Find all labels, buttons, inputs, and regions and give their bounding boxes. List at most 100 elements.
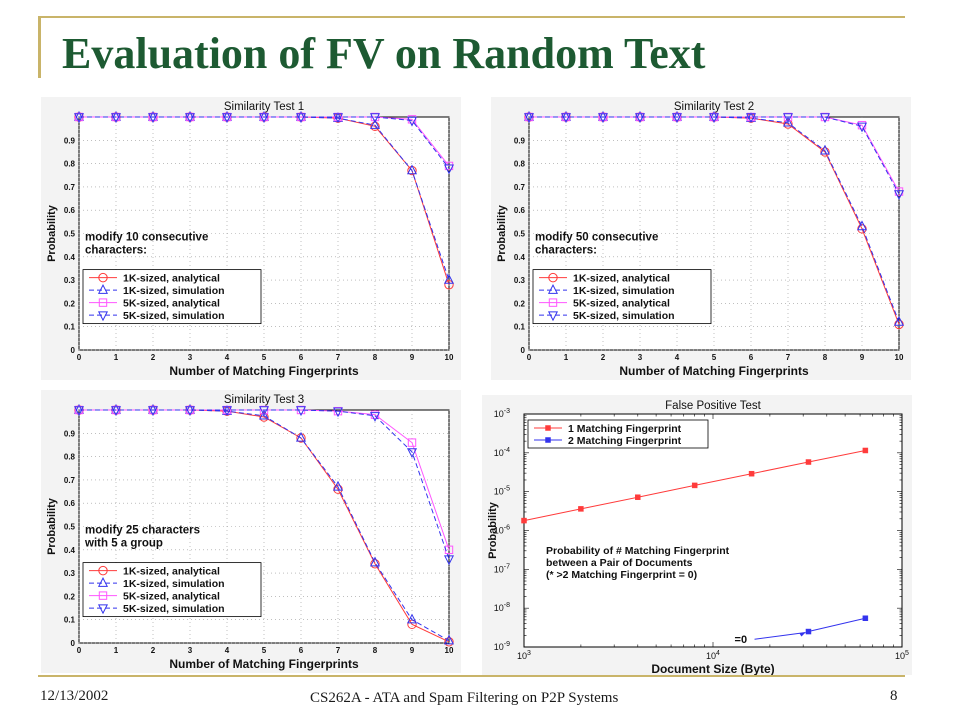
data-point (523, 113, 535, 124)
y-tick-label: 0 (521, 346, 526, 355)
data-point (708, 110, 720, 121)
legend-box (532, 269, 712, 325)
legend-marker (98, 565, 108, 576)
data-point (708, 113, 720, 124)
y-tick-label: 0 (71, 639, 76, 648)
y-axis-label: Probability (496, 204, 508, 262)
data-point (597, 113, 609, 124)
data-point (893, 315, 905, 326)
x-tick-label: 0 (527, 353, 532, 362)
annotation-line: characters: (535, 244, 597, 256)
x-tick-label: 6 (749, 353, 754, 362)
chart-title: Similarity Test 3 (224, 394, 304, 406)
y-tick-label: 0.5 (64, 523, 76, 532)
x-tick-label: 9 (410, 646, 415, 655)
data-point (443, 634, 455, 645)
series-line (79, 116, 450, 169)
data-point (147, 406, 159, 417)
data-point (295, 406, 307, 417)
y-tick-label: 0.2 (64, 592, 76, 601)
legend-marker (547, 284, 559, 294)
legend-marker (545, 437, 551, 443)
x-axis-label: Number of Matching Fingerprints (169, 364, 359, 378)
tick-labels: 0 1 2 3 4 5 6 7 8 9 10 0 0.1 0.2 0.3 0.4 0.5 0.6 0.7 0.8 0.9 (64, 136, 454, 362)
data-point (406, 448, 418, 459)
legend-marker (98, 298, 108, 307)
x-tick-label: 1 (114, 353, 119, 362)
data-point (856, 220, 868, 231)
x-tick-label: 2 (151, 353, 156, 362)
data-point (745, 113, 757, 124)
legend-label: 1 Matching Fingerprint (568, 423, 682, 435)
annotation-line: characters: (85, 244, 147, 256)
data-point (560, 110, 572, 121)
footer-rule (38, 675, 905, 677)
legend-label: 5K-sized, analytical (123, 591, 220, 603)
data-point (295, 431, 307, 442)
data-point (258, 406, 270, 417)
y-tick-label: 0 (71, 346, 76, 355)
data-point (184, 113, 196, 124)
similarity-test-1-svg: 0 1 2 3 4 5 6 7 8 9 10 0 0.1 0.2 0.3 0.4 0.5 0.6 0.7 0.8 0.9… (46, 101, 455, 378)
data-point (110, 406, 122, 417)
x-tick-label: 104 (706, 650, 720, 661)
data-point (147, 113, 159, 124)
data-point (671, 110, 683, 121)
x-tick-label: 9 (860, 353, 865, 362)
data-point (443, 555, 455, 566)
legend-label: 5K-sized, simulation (123, 603, 225, 615)
y-tick-label: 0.1 (64, 616, 76, 625)
chart-title: Similarity Test 1 (224, 101, 304, 113)
x-tick-label: 2 (151, 646, 156, 655)
x-tick-label: 2 (601, 353, 606, 362)
data-point (597, 110, 609, 121)
data-point (295, 113, 307, 124)
legend-marker (98, 591, 108, 600)
x-tick-label: 105 (895, 650, 909, 661)
series-1 (521, 447, 869, 524)
y-tick-label: 10-8 (494, 602, 510, 613)
data-point (819, 144, 831, 155)
chart-title: Similarity Test 2 (674, 101, 754, 113)
annotation-line: modify 25 characters (85, 524, 200, 536)
data-point (805, 628, 812, 635)
data-point (862, 615, 869, 621)
data-point (147, 110, 159, 121)
chart-similarity-test-1: 0 1 2 3 4 5 6 7 8 9 10 0 0.1 0.2 0.3 0.4 0.5 0.6 0.7 0.8 0.9… (41, 97, 461, 380)
y-tick-label: 10-9 (494, 641, 510, 652)
y-axis-label: Probability (487, 501, 499, 559)
y-tick-label: 0.6 (64, 206, 76, 215)
similarity-test-3-svg: 0 1 2 3 4 5 6 7 8 9 10 0 0.1 0.2 0.3 0.4 0.5 0.6 0.7 0.8 0.9… (46, 394, 455, 671)
data-point (406, 116, 418, 127)
y-tick-label: 0.1 (64, 323, 76, 332)
data-point (148, 405, 158, 415)
x-tick-label: 6 (299, 353, 304, 362)
data-point (523, 110, 535, 121)
title-accent-rule (38, 16, 905, 18)
y-tick-label: 0.6 (64, 499, 76, 508)
data-point (370, 559, 380, 569)
data-point (295, 110, 307, 121)
grid-lines (78, 410, 450, 644)
data-point (635, 494, 641, 500)
y-tick-label: 0.9 (64, 136, 76, 145)
annotation-line: between a Pair of Documents (546, 557, 693, 569)
data-point (258, 409, 270, 420)
y-tick-label: 0.1 (514, 323, 526, 332)
legend-label: 1K-sized, analytical (573, 273, 670, 285)
x-tick-label: 8 (373, 646, 378, 655)
data-point (819, 113, 831, 124)
y-tick-label: 0.4 (64, 253, 76, 262)
y-tick-label: 10-5 (494, 486, 510, 497)
x-tick-label: 7 (336, 646, 341, 655)
legend-marker (545, 425, 551, 431)
x-tick-label: 103 (517, 650, 531, 661)
data-point (333, 406, 343, 416)
data-point (73, 113, 85, 124)
x-axis-label: Document Size (Byte) (651, 662, 774, 675)
y-tick-label: 0.7 (514, 183, 526, 192)
x-tick-label: 5 (262, 646, 267, 655)
